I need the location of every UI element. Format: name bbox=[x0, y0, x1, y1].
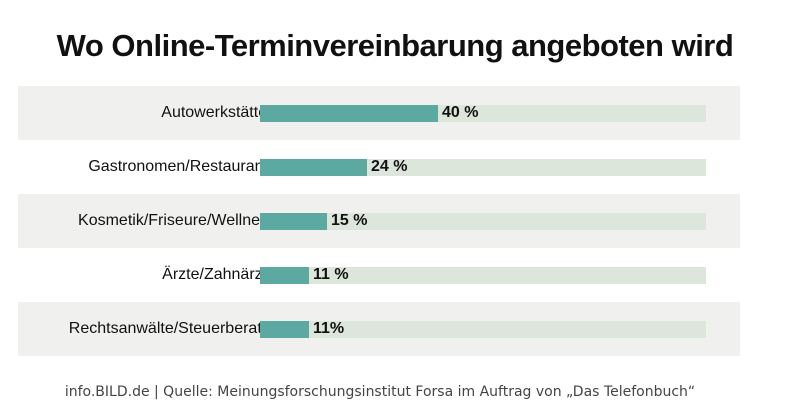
bar bbox=[260, 213, 327, 230]
category-label: Gastronomen/Restaurants bbox=[88, 158, 276, 175]
bar-track bbox=[260, 105, 706, 122]
category-label: Rechtsanwälte/Steuerberater bbox=[68, 320, 276, 337]
bar bbox=[260, 267, 309, 284]
chart-title: Wo Online-Terminvereinbarung angeboten w… bbox=[56, 28, 734, 63]
value-label: 40 % bbox=[442, 104, 479, 121]
bar bbox=[260, 321, 309, 338]
chart-row: Autowerkstätten 40 % bbox=[18, 86, 740, 140]
category-label: Ärzte/Zahnärzte bbox=[162, 266, 276, 283]
source-note: info.BILD.de | Quelle: Meinungsforschung… bbox=[64, 384, 696, 400]
bar-track bbox=[260, 159, 706, 176]
bar-chart: Autowerkstätten 40 % Gastronomen/Restauran… bbox=[18, 86, 740, 358]
bar bbox=[260, 159, 367, 176]
bar-track bbox=[260, 267, 706, 284]
value-label: 11 % bbox=[313, 266, 349, 283]
bar-track bbox=[260, 213, 706, 230]
bar bbox=[260, 105, 438, 122]
chart-row: Ärzte/Zahnärzte 11 % bbox=[18, 248, 740, 302]
bar-track bbox=[260, 321, 706, 338]
category-label: Autowerkstätten bbox=[161, 104, 276, 121]
category-label: Kosmetik/Friseure/Wellness bbox=[78, 212, 276, 229]
chart-row: Kosmetik/Friseure/Wellness 15 % bbox=[18, 194, 740, 248]
value-label: 24 % bbox=[371, 158, 408, 175]
chart-row: Rechtsanwälte/Steuerberater 11% bbox=[18, 302, 740, 356]
value-label: 11% bbox=[313, 320, 345, 337]
chart-row: Gastronomen/Restaurants 24 % bbox=[18, 140, 740, 194]
value-label: 15 % bbox=[331, 212, 368, 229]
